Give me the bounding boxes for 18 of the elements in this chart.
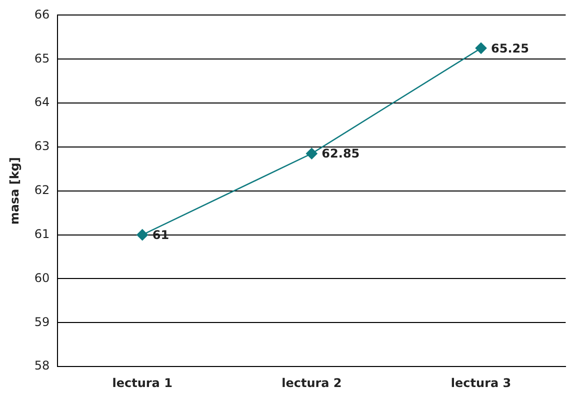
x-tick-label: lectura 1 [112,376,172,390]
y-tick-label: 62 [34,183,50,198]
data-label: 62.85 [322,146,360,161]
data-label: 65.25 [491,41,529,56]
y-tick-label: 63 [34,139,50,154]
y-tick-label: 61 [34,226,50,241]
y-tick-label: 59 [34,314,50,329]
point [306,148,318,160]
y-tick-label: 66 [34,7,50,22]
y-tick-label: 64 [34,95,50,110]
point [136,229,148,240]
point [475,42,487,54]
y-tick-label: 58 [34,358,50,373]
x-tick-label: lectura 2 [282,376,342,390]
y-tick-label: 60 [34,270,50,285]
y-tick-label: 65 [34,51,50,66]
x-tick-label: lectura 3 [450,376,512,390]
y-axis-title: masa [kg] [7,157,22,225]
